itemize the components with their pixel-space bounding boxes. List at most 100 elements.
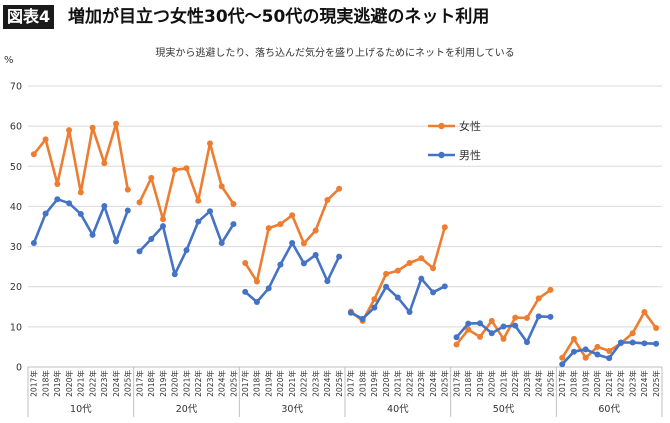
y-tick-label: 30 (10, 242, 22, 253)
y-tick-label: 50 (10, 162, 22, 173)
x-tick-label: 2025年 (228, 370, 238, 397)
data-point-female (559, 354, 566, 361)
y-tick-label: 40 (10, 202, 22, 213)
data-point-male (465, 320, 472, 327)
x-tick-label: 2017年 (29, 370, 39, 397)
data-point-male (383, 283, 390, 290)
x-tick-label: 2022年 (193, 370, 203, 397)
data-point-female (418, 255, 425, 262)
series-line-male (32, 197, 130, 245)
data-point-female (535, 295, 542, 302)
data-point-male (477, 320, 484, 327)
x-tick-label: 2018年 (146, 370, 156, 397)
data-point-male (371, 304, 378, 311)
x-tick-label: 2019年 (263, 370, 273, 397)
x-tick-label: 2020年 (381, 370, 391, 397)
data-point-female (512, 314, 519, 321)
data-point-male (570, 348, 577, 355)
data-point-male (136, 248, 143, 255)
data-point-male (30, 239, 37, 246)
data-point-female (312, 227, 319, 234)
x-group-label: 10代 (70, 404, 92, 415)
data-point-female (547, 286, 554, 293)
data-point-female (195, 197, 202, 204)
chart-subtitle: 現実から逃避したり、落ち込んだ気分を盛り上げるためにネットを利用している (155, 48, 515, 59)
data-point-male (324, 278, 331, 285)
x-tick-label: 2022年 (299, 370, 309, 397)
data-point-male (289, 239, 296, 246)
data-point-male (277, 261, 284, 268)
data-point-female (465, 326, 472, 333)
data-point-male (160, 223, 167, 230)
data-point-female (289, 212, 296, 219)
data-point-male (312, 252, 319, 259)
x-tick-label: 2023年 (310, 370, 320, 397)
x-tick-label: 2025年 (440, 370, 450, 397)
x-tick-label: 2017年 (134, 370, 144, 397)
data-point-female (582, 354, 589, 361)
x-tick-label: 2017年 (451, 370, 461, 397)
x-tick-label: 2020年 (592, 370, 602, 397)
data-point-female (324, 197, 331, 204)
header: 図表4 増加が目立つ女性30代〜50代の現実逃避のネット利用 (0, 0, 670, 36)
data-point-female (42, 136, 49, 143)
data-point-male (641, 340, 648, 347)
data-point-female (653, 325, 660, 332)
data-point-male (488, 330, 495, 337)
data-point-female (277, 221, 284, 228)
data-point-male (547, 313, 554, 320)
data-point-female (336, 185, 343, 192)
data-point-male (195, 218, 202, 225)
legend-marker-male (438, 151, 445, 159)
series-line-female (138, 142, 235, 221)
data-point-male (171, 271, 178, 278)
legend-marker-female (438, 122, 445, 130)
data-point-female (265, 225, 272, 232)
data-point-female (136, 199, 143, 206)
x-tick-label: 2024年 (322, 370, 332, 397)
data-point-female (606, 347, 613, 354)
x-tick-label: 2019年 (158, 370, 168, 397)
x-tick-label: 2021年 (287, 370, 297, 397)
data-point-female (230, 201, 237, 208)
data-point-male (265, 285, 272, 292)
data-point-female (160, 216, 167, 223)
data-point-male (42, 210, 49, 217)
data-point-male (124, 207, 131, 214)
data-point-female (30, 151, 37, 158)
x-tick-label: 2021年 (604, 370, 614, 397)
data-point-female (641, 309, 648, 316)
data-point-female (300, 240, 307, 247)
data-point-female (570, 335, 577, 342)
data-point-male (347, 309, 354, 316)
x-tick-label: 2019年 (369, 370, 379, 397)
data-point-male (523, 339, 530, 346)
data-point-male (453, 334, 460, 341)
data-point-female (101, 160, 108, 167)
data-point-male (512, 322, 519, 329)
page-title: 増加が目立つ女性30代〜50代の現実逃避のネット利用 (68, 7, 490, 27)
data-point-male (606, 355, 613, 362)
y-tick-label: 70 (10, 82, 22, 93)
x-tick-label: 2022年 (404, 370, 414, 397)
y-tick-label: 0 (16, 363, 22, 374)
legend-label-male: 男性 (459, 148, 481, 162)
x-tick-label: 2017年 (346, 370, 356, 397)
x-group-label: 50代 (493, 404, 515, 415)
data-point-male (394, 294, 401, 301)
data-point-male (594, 351, 601, 358)
x-tick-label: 2019年 (580, 370, 590, 397)
series-line-female (32, 122, 130, 194)
data-point-female (253, 278, 260, 285)
x-tick-label: 2018年 (569, 370, 579, 397)
x-tick-label: 2025年 (651, 370, 661, 397)
x-tick-label: 2021年 (76, 370, 86, 397)
x-tick-label: 2024年 (534, 370, 544, 397)
figure-badge: 図表4 (3, 5, 55, 29)
data-point-female (89, 124, 96, 131)
data-point-male (148, 235, 155, 242)
x-tick-label: 2018年 (40, 370, 50, 397)
data-point-female (206, 140, 213, 147)
data-point-female (523, 315, 530, 322)
